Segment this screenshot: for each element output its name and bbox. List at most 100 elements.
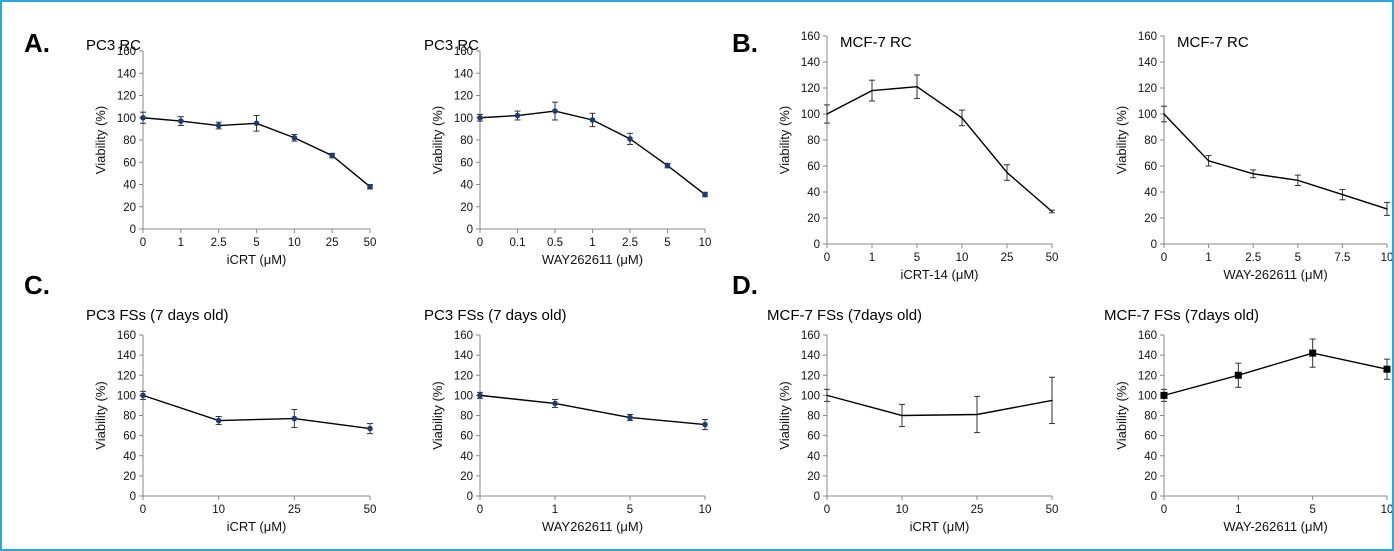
y-tick-label: 80 [1144,411,1157,423]
y-tick-label: 40 [123,451,136,463]
x-tick-label: 0.1 [510,237,526,249]
x-tick-label: 10 [699,504,712,516]
data-point [871,89,873,92]
x-tick-label: 10 [1381,504,1392,516]
y-tick-label: 140 [117,68,136,80]
x-tick-label: 7.5 [1334,252,1350,264]
series-line [479,394,706,426]
y-tick-label: 120 [117,370,136,382]
y-tick-label: 20 [460,471,473,483]
series-line [826,394,1053,417]
y-tick-label: 40 [807,451,820,463]
y-axis-label: Viability (%) [777,106,792,174]
y-tick-label: 80 [807,135,820,147]
x-tick-label: 25 [288,504,301,516]
chart-2: PC3 RC 0 20 40 60 80 100 120 140 160 0 0.1 0.5 1 2.5 5 1… [424,37,711,267]
x-tick-label: 10 [212,504,225,516]
x-tick-label: 10 [288,237,301,249]
data-point [329,152,335,159]
x-tick-label: 1 [1235,504,1241,516]
y-tick-label: 160 [801,330,820,342]
y-tick-label: 140 [801,57,820,69]
y-tick-label: 60 [807,431,820,443]
y-tick-label: 60 [123,157,136,169]
data-point [477,114,483,121]
y-tick-label: 60 [1144,431,1157,443]
series-line [142,394,371,430]
data-point [1309,349,1317,357]
y-tick-label: 20 [1144,471,1157,483]
x-axis-label: WAY262611 (μM) [542,252,643,267]
chart-title: PC3 FSs (7 days old) [86,307,229,324]
y-tick-label: 40 [460,180,473,192]
panel-label-a: A. [24,28,50,58]
y-tick-label: 100 [1138,390,1157,402]
x-tick-label: 5 [1309,504,1315,516]
x-axis-label: iCRT-14 (μM) [900,267,978,282]
data-point [1051,399,1053,402]
y-tick-label: 20 [807,213,820,225]
x-tick-label: 0 [477,504,483,516]
x-tick-label: 5 [253,237,259,249]
x-axis-label: WAY262611 (μM) [542,519,643,534]
data-point [367,425,373,432]
data-point [1383,365,1391,373]
y-tick-label: 160 [1138,330,1157,342]
y-tick-label: 120 [117,91,136,103]
y-tick-label: 140 [801,350,820,362]
x-tick-label: 1 [178,237,184,249]
y-tick-label: 20 [1144,213,1157,225]
chart-1: PC3 RC 0 20 40 60 80 100 120 140 160 0 1 2.5 5 10 25 50 i… [86,37,376,267]
data-point [1163,113,1165,115]
data-point [1234,371,1242,379]
y-tick-label: 40 [807,187,820,199]
x-tick-label: 50 [1046,504,1059,516]
x-axis-label: iCRT (μM) [227,252,287,267]
y-tick-label: 140 [1138,57,1157,69]
x-tick-label: 1 [589,237,595,249]
x-tick-label: 2.5 [1245,252,1261,264]
data-point [1252,173,1254,175]
data-point [1006,171,1008,174]
data-point [1341,193,1344,196]
x-tick-label: 25 [326,237,339,249]
data-point [140,392,146,399]
y-tick-label: 100 [801,109,820,121]
y-tick-label: 120 [801,370,820,382]
y-tick-label: 100 [801,390,820,402]
data-point [702,191,708,198]
y-tick-label: 100 [117,113,136,125]
y-tick-label: 20 [460,202,473,214]
x-tick-label: 50 [364,504,377,516]
y-tick-label: 60 [1144,161,1157,173]
data-point [664,162,671,169]
chart-title: PC3 RC [86,37,141,54]
y-tick-label: 120 [454,91,473,103]
y-tick-label: 120 [454,370,473,382]
y-axis-label: Viability (%) [430,106,445,174]
x-tick-label: 0 [1161,504,1167,516]
series-line [1163,113,1388,210]
chart-8: MCF-7 FSs (7days old)0204060801001201401… [1104,307,1392,534]
data-point [627,136,633,142]
x-tick-label: 50 [1046,252,1059,264]
x-tick-label: 2.5 [622,237,638,249]
y-tick-label: 20 [807,471,820,483]
y-axis-label: Viability (%) [93,381,108,449]
data-point [140,114,146,121]
y-tick-label: 160 [801,31,820,43]
data-point [253,120,260,127]
data-point [976,413,978,416]
y-tick-label: 80 [123,411,136,423]
y-tick-label: 100 [454,390,473,402]
data-point [215,417,222,424]
y-tick-label: 160 [1138,31,1157,43]
panel-label-c: C. [24,270,50,300]
data-point [552,400,558,407]
y-axis-label: Viability (%) [93,106,108,174]
chart-5: PC3 FSs (7 days old)02040608010012014016… [86,307,376,534]
data-point [702,421,708,428]
chart-title: MCF-7 RC [1177,34,1249,51]
x-tick-label: 10 [699,237,712,249]
